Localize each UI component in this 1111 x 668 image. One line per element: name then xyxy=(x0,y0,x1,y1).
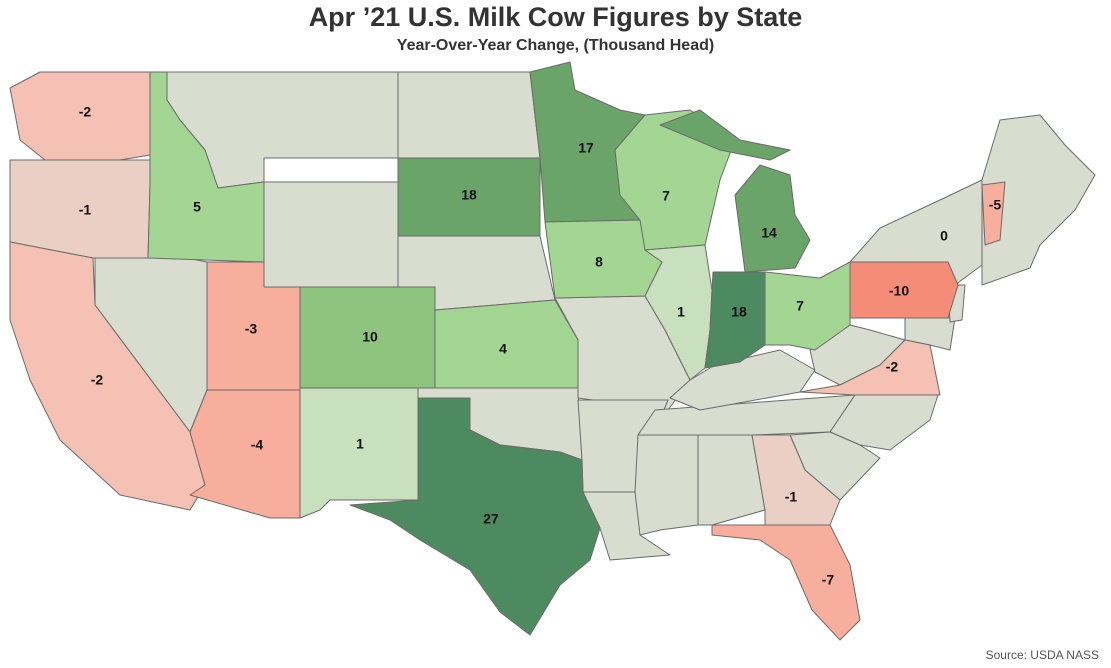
state-ohio[interactable] xyxy=(764,261,851,351)
label-washington: -2 xyxy=(79,104,92,120)
label-michigan: 14 xyxy=(761,225,777,241)
label-arizona: -4 xyxy=(251,437,264,453)
label-illinois: 1 xyxy=(677,304,685,320)
state-pennsylvania[interactable] xyxy=(849,261,959,319)
state-arizona[interactable] xyxy=(189,389,301,519)
state-mississippi[interactable] xyxy=(634,434,699,536)
state-washington[interactable] xyxy=(9,71,151,161)
state-indiana[interactable] xyxy=(704,271,766,369)
state-new-mexico[interactable] xyxy=(299,387,419,519)
state-wyoming[interactable] xyxy=(263,181,399,288)
label-florida: -7 xyxy=(822,572,835,588)
label-south-dakota: 18 xyxy=(461,187,477,203)
state-vermont[interactable] xyxy=(981,181,1006,246)
label-iowa: 8 xyxy=(595,254,603,270)
label-virginia: -2 xyxy=(886,359,899,375)
label-new-mexico: 1 xyxy=(356,436,364,452)
label-idaho: 5 xyxy=(193,199,201,215)
state-north-dakota[interactable] xyxy=(397,71,541,159)
label-california: -2 xyxy=(91,372,104,388)
label-oregon: -1 xyxy=(79,202,92,218)
state-florida[interactable] xyxy=(711,524,861,641)
state-georgia[interactable] xyxy=(751,434,841,526)
label-wisconsin: 7 xyxy=(662,188,670,204)
label-ohio: 7 xyxy=(796,298,804,314)
state-kansas[interactable] xyxy=(434,299,579,389)
source-note: Source: USDA NASS xyxy=(985,648,1099,662)
state-michigan[interactable] xyxy=(734,164,811,273)
state-kentucky[interactable] xyxy=(669,349,816,411)
state-texas[interactable] xyxy=(349,397,601,636)
label-pennsylvania: -10 xyxy=(889,283,909,299)
label-kansas: 4 xyxy=(499,341,507,357)
state-illinois[interactable] xyxy=(644,244,713,381)
state-south-dakota[interactable] xyxy=(397,157,541,237)
state-new-england[interactable] xyxy=(981,114,1096,286)
map-title: Apr ’21 U.S. Milk Cow Figures by State xyxy=(308,2,803,32)
label-texas: 27 xyxy=(483,511,499,527)
state-idaho[interactable] xyxy=(147,71,265,263)
label-georgia: -1 xyxy=(785,489,798,505)
label-minnesota: 17 xyxy=(578,140,594,156)
state-wisconsin[interactable] xyxy=(614,109,736,251)
state-tennessee[interactable] xyxy=(637,394,856,436)
label-colorado: 10 xyxy=(362,329,378,345)
state-michigan-up[interactable] xyxy=(659,109,791,161)
state-california[interactable] xyxy=(9,241,206,511)
label-utah: -3 xyxy=(245,321,258,337)
state-virginia[interactable] xyxy=(799,339,941,396)
label-vermont: -5 xyxy=(989,197,1002,213)
label-indiana: 18 xyxy=(731,304,747,320)
map-subtitle: Year-Over-Year Change, (Thousand Head) xyxy=(396,37,715,54)
label-new-york: 0 xyxy=(940,228,948,244)
